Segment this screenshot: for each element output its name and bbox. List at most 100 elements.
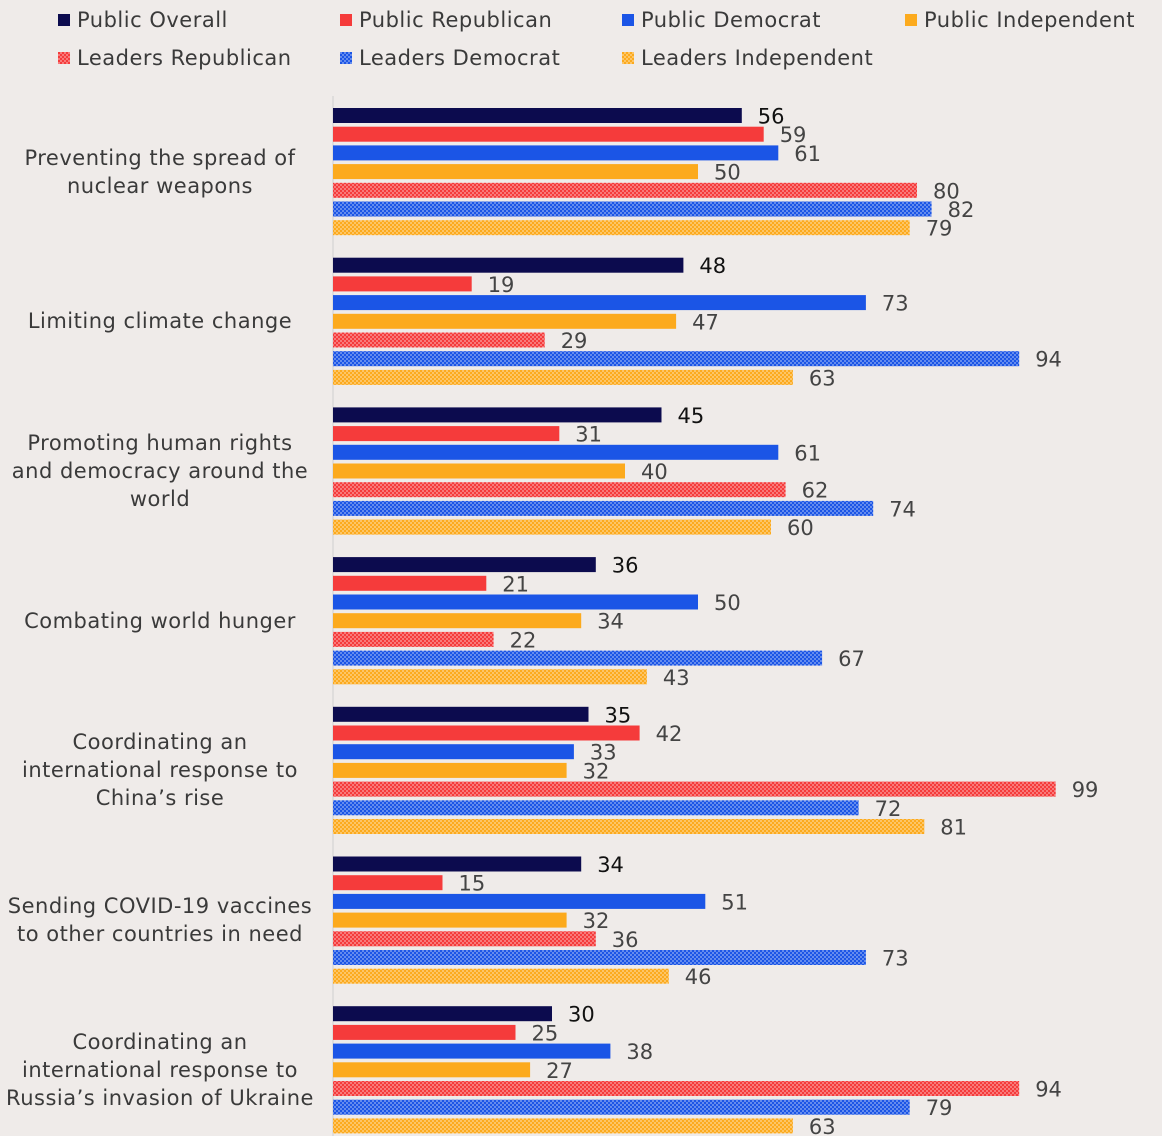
- bar: [333, 893, 706, 909]
- bar: [333, 500, 874, 516]
- bar: [333, 875, 443, 891]
- value-label: 34: [597, 853, 624, 877]
- bar: [333, 800, 859, 816]
- category-label: Coordinating an international response t…: [6, 1029, 314, 1110]
- legend-label: Public Republican: [359, 8, 552, 32]
- bar: [333, 444, 779, 460]
- bar: [333, 968, 669, 984]
- bar: [333, 856, 582, 872]
- bar: [333, 1099, 910, 1115]
- value-label: 48: [699, 254, 726, 278]
- value-label: 94: [1035, 1078, 1062, 1102]
- value-label: 15: [459, 872, 486, 896]
- legend-label: Leaders Democrat: [359, 46, 560, 70]
- value-label: 61: [794, 441, 821, 465]
- bar: [333, 426, 560, 442]
- value-label: 82: [948, 198, 975, 222]
- value-label: 62: [802, 479, 829, 503]
- value-label: 21: [502, 572, 529, 596]
- legend-swatch: [622, 14, 634, 26]
- value-label: 27: [546, 1059, 573, 1083]
- value-label: 63: [809, 366, 836, 390]
- value-label: 56: [758, 105, 785, 129]
- bar: [333, 706, 589, 722]
- value-label: 22: [510, 628, 537, 652]
- value-label: 61: [794, 142, 821, 166]
- value-label: 99: [1072, 778, 1099, 802]
- bar: [333, 557, 596, 573]
- bar: [333, 819, 925, 834]
- bar: [333, 369, 793, 385]
- bar: [333, 594, 698, 610]
- bar: [333, 669, 647, 685]
- category-label: Sending COVID-19 vaccines to other count…: [7, 894, 313, 947]
- bar: [333, 1024, 516, 1040]
- value-label: 36: [612, 554, 639, 578]
- bar: [333, 257, 684, 273]
- value-label: 73: [882, 947, 909, 971]
- bar: [333, 108, 742, 123]
- category-label: Combating world hunger: [24, 608, 296, 633]
- bar: [333, 276, 472, 292]
- bar: [333, 762, 567, 778]
- bar: [333, 631, 494, 647]
- value-label: 59: [780, 123, 807, 147]
- bar: [333, 1043, 611, 1059]
- value-label: 34: [597, 610, 624, 634]
- bar: [333, 781, 1056, 797]
- value-label: 67: [838, 647, 865, 671]
- legend-label: Public Independent: [924, 8, 1135, 32]
- value-label: 43: [663, 666, 690, 690]
- bar: [333, 482, 786, 498]
- value-label: 79: [926, 1096, 953, 1120]
- value-label: 45: [678, 404, 705, 428]
- value-label: 81: [940, 816, 967, 840]
- legend-label: Public Overall: [77, 8, 228, 32]
- category-label: Limiting climate change: [27, 309, 293, 334]
- value-label: 42: [656, 722, 683, 746]
- value-label: 38: [626, 1040, 653, 1064]
- category-label: Preventing the spread of nuclear weapons: [24, 145, 296, 198]
- bar: [333, 1081, 1020, 1096]
- value-label: 50: [714, 591, 741, 615]
- bar: [333, 145, 779, 161]
- value-label: 47: [692, 310, 719, 334]
- bar: [333, 201, 932, 217]
- bar: [333, 1118, 793, 1134]
- bar: [333, 950, 866, 965]
- value-label: 33: [590, 741, 617, 765]
- bar: [333, 575, 487, 591]
- bar: [333, 313, 677, 329]
- bar: [333, 519, 771, 535]
- value-label: 74: [889, 497, 916, 521]
- bar: [333, 164, 698, 180]
- legend-label: Public Democrat: [641, 8, 821, 32]
- value-label: 35: [605, 703, 632, 727]
- value-label: 30: [568, 1003, 595, 1027]
- value-label: 63: [809, 1115, 836, 1136]
- value-label: 79: [926, 217, 953, 241]
- bar: [333, 650, 823, 666]
- bar: [333, 931, 596, 947]
- bar: [333, 407, 662, 423]
- category-label: Promoting human rights and democracy aro…: [11, 431, 309, 511]
- bar: [333, 744, 574, 760]
- bar: [333, 332, 545, 348]
- legend-label: Leaders Republican: [77, 46, 292, 70]
- legend-swatch: [340, 52, 352, 64]
- value-label: 25: [532, 1021, 559, 1045]
- category-label: Coordinating an international response t…: [22, 730, 298, 811]
- bar: [333, 1062, 531, 1078]
- bar: [333, 295, 866, 311]
- value-label: 46: [685, 965, 712, 989]
- value-label: 36: [612, 928, 639, 952]
- value-label: 60: [787, 516, 814, 540]
- legend-swatch: [58, 52, 70, 64]
- bar: [333, 613, 582, 629]
- bar: [333, 912, 567, 928]
- bar: [333, 126, 764, 142]
- legend-swatch: [58, 14, 70, 26]
- value-label: 31: [575, 423, 602, 447]
- legend-label: Leaders Independent: [641, 46, 873, 70]
